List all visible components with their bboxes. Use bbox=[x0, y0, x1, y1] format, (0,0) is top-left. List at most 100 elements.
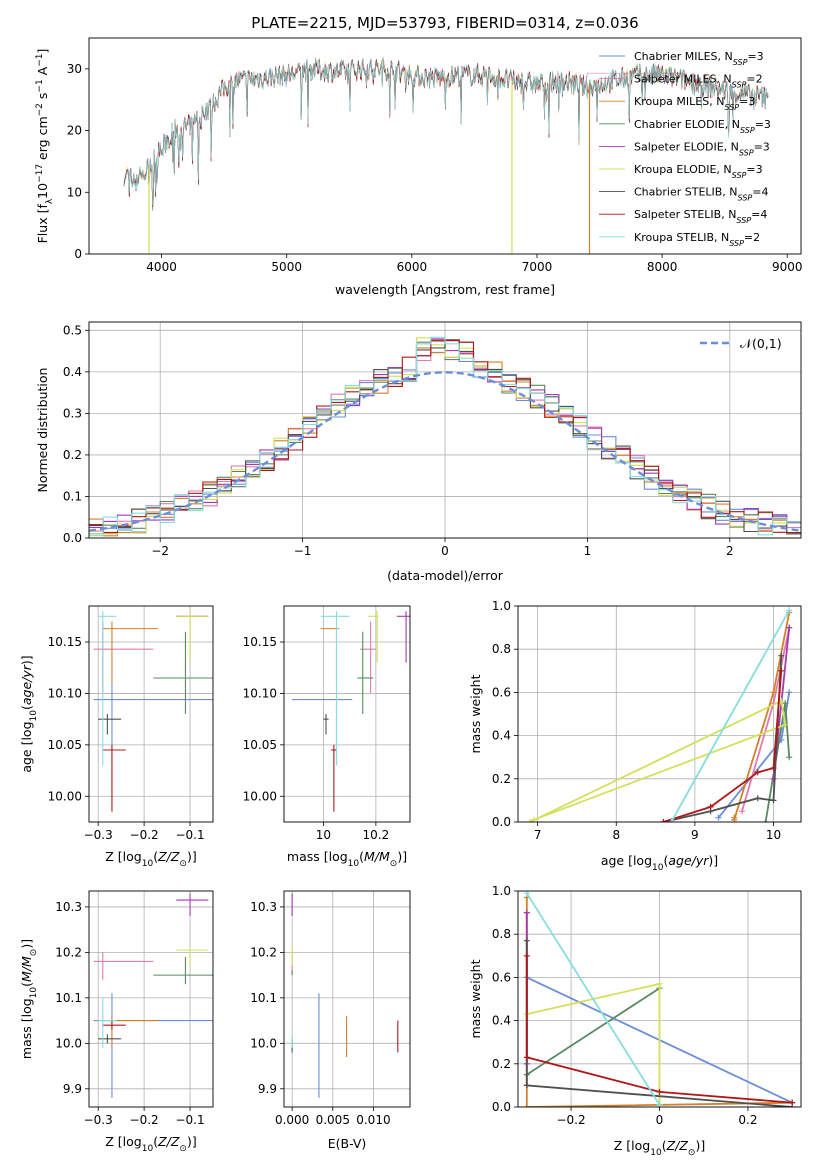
weight-marker bbox=[526, 819, 533, 822]
axes-frame bbox=[283, 890, 411, 1108]
y-tick-label: 0.8 bbox=[492, 927, 511, 941]
x-tick-label: 1 bbox=[584, 544, 592, 558]
weight-marker bbox=[782, 700, 789, 707]
ticks: 0.000 0.005 0.010 9.9 10.0 10.1 10.2 10.3 bbox=[250, 900, 390, 1127]
weight-line bbox=[526, 982, 661, 1107]
weight-marker bbox=[656, 980, 663, 987]
weight-marker bbox=[778, 652, 785, 659]
spectrum-line bbox=[123, 58, 769, 207]
x-tick-label: −0.2 bbox=[130, 1113, 159, 1127]
legend-entry: Salpeter STELIB, NSSP=4 bbox=[634, 208, 767, 225]
y-tick-label: 0.2 bbox=[492, 772, 511, 786]
axes-age-vs-Z: −0.3 −0.2 −0.1 10.00 10.05 10.10 10.15 Z [log10… bbox=[19, 605, 214, 869]
axes-frame bbox=[283, 605, 411, 823]
axes-mass-vs-Z: −0.3 −0.2 −0.1 9.9 10.0 10.1 10.2 10.3 Z [log10(… bbox=[19, 890, 214, 1154]
axes-frame bbox=[517, 890, 802, 1108]
x-axis-label: mass [log10(M/M⊙)] bbox=[287, 849, 407, 869]
x-axis-label: Z [log10(Z/Z⊙)] bbox=[614, 1138, 705, 1158]
x-axis-label: wavelength [Angstrom, rest frame] bbox=[335, 282, 555, 297]
weight-marker bbox=[754, 795, 761, 802]
y-tick-label: 1.0 bbox=[492, 884, 511, 898]
x-tick-label: 0.005 bbox=[316, 1113, 350, 1127]
legend-entry: Kroupa ELODIE, NSSP=3 bbox=[634, 163, 763, 180]
y-tick-label: 0.2 bbox=[63, 448, 82, 462]
legend-entry: 𝒩(0,1) bbox=[740, 336, 782, 351]
weight-marker bbox=[523, 1082, 530, 1089]
ticks: 7 8 9 10 0.0 0.2 0.4 0.6 0.8 1.0 bbox=[492, 599, 781, 842]
y-tick-label: 0.6 bbox=[492, 685, 511, 699]
x-tick-label: 9000 bbox=[772, 260, 803, 274]
histogram-step bbox=[89, 337, 801, 535]
y-tick-label: 30 bbox=[67, 62, 82, 76]
y-tick-label: 10.10 bbox=[243, 686, 277, 700]
weight-line bbox=[525, 955, 793, 1104]
weight-marker bbox=[778, 667, 785, 674]
x-axis-label: Z [log10(Z/Z⊙)] bbox=[105, 849, 196, 869]
x-tick-label: −1 bbox=[294, 544, 312, 558]
x-tick-label: −0.1 bbox=[175, 1113, 204, 1127]
y-tick-label: 10.2 bbox=[55, 945, 82, 959]
x-tick-label: 2 bbox=[726, 544, 734, 558]
axes-age-vs-mass: 10 10.2 10.00 10.05 10.10 10.15 mass [log10(M/… bbox=[243, 605, 411, 869]
axes-weight-vs-Z: −0.2 0 0.2 0.0 0.2 0.4 0.6 0.8 1.0 Z [log10(Z/Z⊙)… bbox=[468, 884, 802, 1158]
weight-marker bbox=[770, 689, 777, 696]
y-tick-label: 0.4 bbox=[492, 1014, 511, 1028]
x-axis-label: Z [log10(Z/Z⊙)] bbox=[105, 1134, 196, 1154]
plot-area bbox=[526, 607, 793, 822]
weight-marker bbox=[523, 909, 530, 916]
y-tick-label: 10 bbox=[67, 185, 82, 199]
y-tick-label: 10.1 bbox=[55, 991, 82, 1005]
y-tick-label: 0.8 bbox=[492, 642, 511, 656]
y-tick-label: 0.4 bbox=[492, 729, 511, 743]
weight-line bbox=[526, 987, 660, 1076]
weight-marker bbox=[523, 1104, 530, 1107]
spectrum-line bbox=[123, 56, 769, 206]
x-tick-label: 7 bbox=[534, 828, 542, 842]
weight-line bbox=[670, 609, 790, 822]
weight-marker bbox=[786, 624, 793, 631]
weight-marker bbox=[715, 814, 722, 821]
y-tick-label: 0.0 bbox=[63, 531, 82, 545]
y-axis-label: Flux [fλ10−17 erg cm−2 s−1 A−1] bbox=[35, 49, 55, 244]
grid bbox=[518, 605, 801, 823]
weight-marker bbox=[786, 689, 793, 696]
ticks: 4000 5000 6000 7000 8000 9000 0 10 20 30 bbox=[67, 62, 803, 274]
weight-marker bbox=[660, 819, 667, 822]
weight-marker bbox=[786, 607, 793, 614]
x-tick-label: 10.2 bbox=[363, 828, 390, 842]
legend-entry: Chabrier ELODIE, NSSP=3 bbox=[634, 118, 771, 135]
weight-marker bbox=[707, 803, 714, 810]
weight-marker bbox=[754, 769, 761, 776]
y-tick-label: 10.2 bbox=[250, 945, 277, 959]
y-axis-label: Normed distribution bbox=[35, 368, 50, 493]
x-tick-label: −2 bbox=[151, 544, 169, 558]
y-tick-label: 10.15 bbox=[243, 635, 277, 649]
y-axis-label: mass weight bbox=[468, 959, 483, 1038]
y-tick-label: 9.9 bbox=[258, 1082, 277, 1096]
weight-marker bbox=[523, 952, 530, 959]
weight-marker bbox=[786, 754, 793, 761]
x-tick-label: −0.3 bbox=[84, 828, 113, 842]
ticks: −0.2 0 0.2 0.0 0.2 0.4 0.6 0.8 1.0 bbox=[492, 884, 758, 1127]
axes-residuals: −2 −1 0 1 2 0.0 0.1 0.2 0.3 0.4 0.5 (data-model)/er… bbox=[35, 321, 802, 583]
x-tick-label: −0.3 bbox=[84, 1113, 113, 1127]
axes-frame bbox=[88, 890, 214, 1108]
weight-marker bbox=[523, 1054, 530, 1061]
x-tick-label: 0.010 bbox=[356, 1113, 390, 1127]
ticks: −0.3 −0.2 −0.1 9.9 10.0 10.1 10.2 10.3 bbox=[55, 900, 204, 1127]
weight-line bbox=[526, 892, 661, 1106]
plot-area bbox=[123, 56, 769, 254]
x-tick-label: 7000 bbox=[522, 260, 553, 274]
y-tick-label: 10.0 bbox=[250, 1036, 277, 1050]
x-tick-label: 0.000 bbox=[275, 1113, 309, 1127]
weight-marker bbox=[523, 937, 530, 944]
x-axis-label: E(B-V) bbox=[328, 1136, 367, 1151]
y-tick-label: 0.5 bbox=[63, 323, 82, 337]
grid bbox=[89, 891, 213, 1107]
y-tick-label: 0.6 bbox=[492, 970, 511, 984]
histogram-step bbox=[89, 336, 801, 537]
ticks: −2 −1 0 1 2 0.0 0.1 0.2 0.3 0.4 0.5 bbox=[63, 323, 734, 558]
grid bbox=[284, 891, 410, 1107]
y-tick-label: 0.2 bbox=[492, 1057, 511, 1071]
